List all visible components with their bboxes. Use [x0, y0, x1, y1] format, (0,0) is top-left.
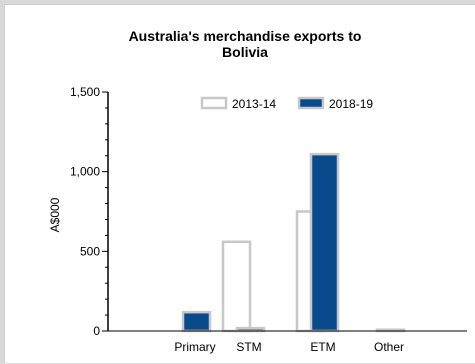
x-tick-label: Primary	[174, 340, 215, 354]
legend-label-2013-14: 2013-14	[232, 97, 276, 111]
x-tick-label: STM	[236, 340, 261, 354]
y-axis-label: A$000	[48, 197, 62, 232]
bar-2018-19-ETM	[309, 152, 340, 333]
x-axis-labels: Primary STM ETM Other	[174, 340, 404, 354]
y-tick-label: 1,000	[70, 165, 100, 179]
chart-title-line-1: Australia's merchandise exports to	[129, 28, 362, 44]
chart-canvas: Australia's merchandise exports to Boliv…	[48, 28, 467, 354]
chart-title: Australia's merchandise exports to Boliv…	[129, 28, 362, 60]
y-tick-label: 0	[93, 324, 100, 338]
legend-swatch-2018-19	[297, 96, 325, 110]
y-tick-label: 1,500	[70, 85, 100, 99]
y-axis-ticks: 0 500 1,000 1,500	[70, 85, 108, 338]
legend-label-2018-19: 2018-19	[329, 97, 373, 111]
legend-swatch-2013-14	[200, 96, 228, 110]
chart-frame: Australia's merchandise exports to Boliv…	[4, 4, 475, 363]
x-tick-label: Other	[374, 340, 404, 354]
bar-2013-14-STM	[221, 240, 252, 333]
bars	[181, 152, 406, 333]
x-tick-label: ETM	[310, 340, 335, 354]
y-tick-label: 500	[80, 244, 100, 258]
chart-title-line-2: Bolivia	[222, 44, 268, 60]
legend: 2013-14 2018-19	[200, 96, 373, 111]
bar-2018-19-Primary	[181, 310, 212, 333]
